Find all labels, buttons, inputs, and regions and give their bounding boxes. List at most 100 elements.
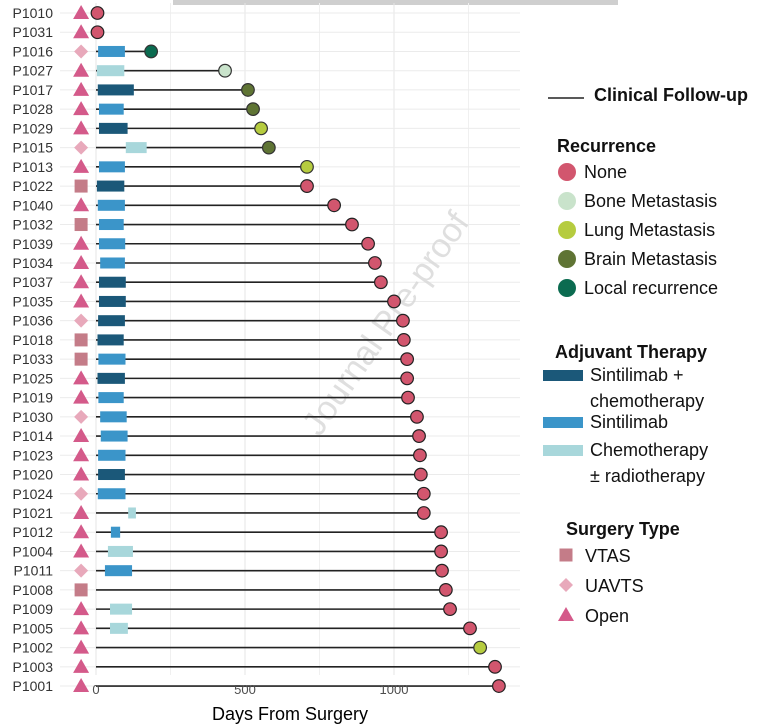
- legend-recurrence-swatch: [558, 279, 576, 297]
- patient-label: P1017: [13, 82, 54, 98]
- recurrence-point: [443, 602, 457, 617]
- therapy-bar: [97, 334, 124, 346]
- patient-label: P1023: [13, 447, 54, 463]
- recurrence-point: [412, 429, 426, 443]
- legend-surgery-swatch: [558, 607, 574, 621]
- legend-therapy-label: Sintilimab +: [590, 365, 684, 385]
- legend-surgery-swatch: [559, 548, 573, 562]
- x-tick-label: 1000: [380, 682, 409, 697]
- legend-recurrence-swatch: [558, 221, 576, 239]
- surgery-vtas-marker: [74, 583, 88, 597]
- therapy-bar: [107, 545, 133, 557]
- therapy-bar: [98, 315, 125, 327]
- patient-label: P1022: [13, 178, 54, 194]
- legend-therapy-title: Adjuvant Therapy: [555, 342, 707, 362]
- surgery-open-marker: [73, 466, 90, 481]
- patient-label: P1024: [13, 486, 54, 502]
- surgery-uavts-marker: [74, 486, 89, 501]
- patient-label: P1010: [13, 5, 54, 21]
- recurrence-point: [368, 256, 382, 270]
- legend: Clinical Follow-up Recurrence None Bone M…: [543, 85, 748, 626]
- surgery-vtas-marker: [74, 352, 88, 366]
- recurrence-point: [327, 198, 342, 213]
- therapy-bar: [96, 65, 125, 77]
- patient-label: P1040: [13, 197, 54, 213]
- surgery-open-marker: [73, 101, 90, 116]
- patient-label: P1034: [13, 255, 54, 271]
- patient-label: P1021: [13, 505, 54, 521]
- surgery-open-marker: [73, 601, 90, 616]
- surgery-uavts-marker: [74, 409, 89, 424]
- therapy-bar: [97, 84, 134, 96]
- therapy-bar: [98, 161, 125, 173]
- surgery-open-marker: [73, 158, 90, 173]
- recurrence-point: [254, 121, 268, 136]
- recurrence-point: [438, 583, 453, 597]
- recurrence-point: [396, 333, 411, 347]
- legend-recurrence-title: Recurrence: [557, 136, 656, 156]
- recurrence-point: [400, 371, 415, 386]
- therapy-bar: [110, 603, 133, 615]
- therapy-bar: [97, 372, 125, 384]
- recurrence-point: [300, 179, 314, 193]
- legend-recurrence-label: None: [584, 162, 627, 182]
- marks: [73, 5, 506, 693]
- patient-label: P1019: [13, 390, 54, 406]
- surgery-vtas-marker: [74, 218, 88, 232]
- legend-therapy-label: chemotherapy: [590, 391, 704, 411]
- legend-surgery-label: UAVTS: [585, 576, 644, 596]
- recurrence-point: [261, 140, 276, 155]
- therapy-bar: [98, 449, 126, 461]
- recurrence-point: [345, 217, 359, 232]
- legend-therapy-label: ± radiotherapy: [590, 466, 705, 486]
- legend-recurrence-label: Lung Metastasis: [584, 220, 715, 240]
- surgery-open-marker: [73, 504, 90, 519]
- surgery-uavts-marker: [74, 140, 89, 155]
- patient-label: P1035: [13, 293, 54, 309]
- therapy-bar: [98, 353, 126, 365]
- patient-label: P1039: [13, 236, 54, 252]
- recurrence-point: [491, 679, 506, 693]
- recurrence-point: [413, 448, 427, 463]
- surgery-open-marker: [73, 293, 90, 308]
- therapy-bar: [104, 565, 133, 577]
- therapy-bar: [98, 276, 126, 288]
- surgery-open-marker: [73, 639, 90, 654]
- recurrence-point: [218, 63, 232, 78]
- recurrence-point: [300, 159, 314, 174]
- therapy-bar: [128, 507, 136, 519]
- recurrence-point: [373, 275, 388, 290]
- legend-recurrence-swatch: [558, 192, 576, 210]
- surgery-open-marker: [73, 24, 90, 39]
- patient-label: P1029: [13, 120, 54, 136]
- therapy-bar: [110, 622, 128, 634]
- legend-surgery-swatch: [559, 578, 573, 592]
- recurrence-point: [488, 659, 502, 674]
- recurrence-point: [361, 236, 375, 251]
- patient-label: P1013: [13, 159, 54, 175]
- header-bar: [173, 0, 618, 5]
- surgery-open-marker: [73, 620, 90, 635]
- patient-label: P1020: [13, 467, 54, 483]
- legend-therapy-swatch: [543, 417, 583, 428]
- patient-label: P1015: [13, 140, 54, 156]
- surgery-open-marker: [73, 524, 90, 539]
- therapy-bar: [125, 142, 147, 154]
- therapy-bar: [98, 295, 126, 307]
- recurrence-point: [400, 352, 415, 367]
- recurrence-point: [413, 467, 428, 482]
- legend-therapy-label: Chemotherapy: [590, 440, 708, 460]
- therapy-bar: [100, 411, 127, 423]
- x-axis-ticks: 0 500 1000: [92, 682, 408, 697]
- legend-surgery-label: Open: [585, 606, 629, 626]
- recurrence-point: [473, 640, 488, 655]
- surgery-open-marker: [73, 658, 90, 673]
- patient-label: P1003: [13, 659, 54, 675]
- surgery-vtas-marker: [74, 333, 88, 347]
- therapy-bar: [110, 526, 121, 538]
- recurrence-point: [463, 621, 477, 636]
- patient-label: P1036: [13, 313, 54, 329]
- surgery-open-marker: [73, 389, 90, 404]
- legend-surgery-title: Surgery Type: [566, 519, 680, 539]
